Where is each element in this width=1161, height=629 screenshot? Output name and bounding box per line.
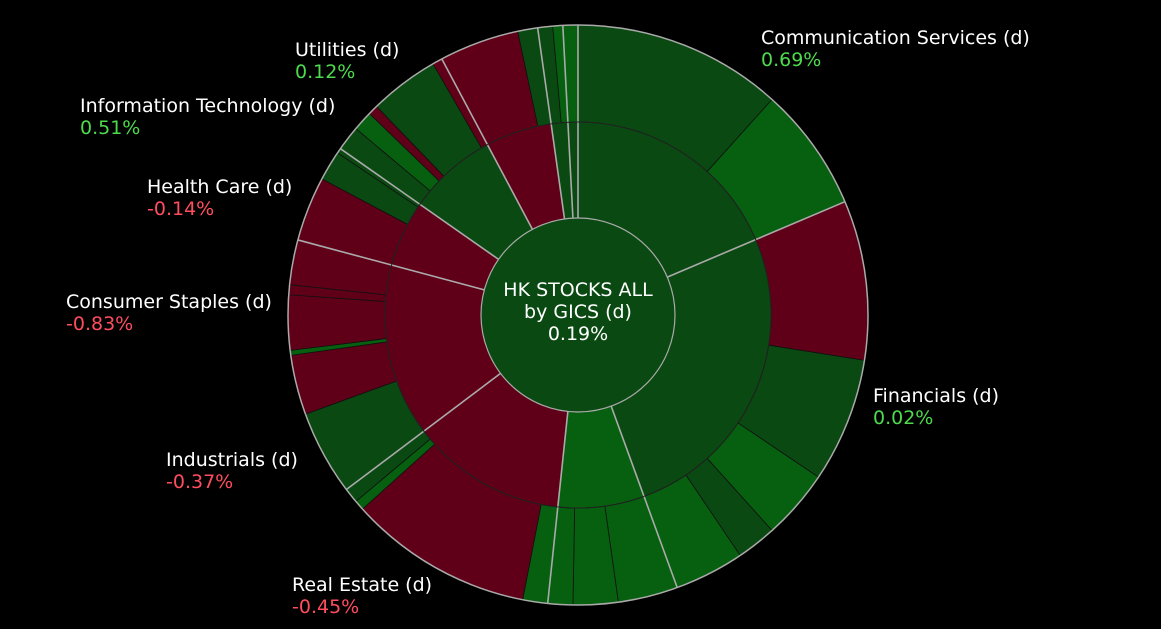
sector-name: Information Technology (d): [80, 95, 336, 117]
ring-divider: [384, 121, 772, 509]
sector-label-financials[interactable]: Financials (d) 0.02%: [873, 385, 999, 429]
sector-name: Real Estate (d): [292, 574, 433, 596]
sector-divider: [345, 372, 502, 491]
sector-label-health-care[interactable]: Health Care (d) -0.14%: [147, 176, 292, 220]
sector-label-information-technology[interactable]: Information Technology (d) 0.51%: [80, 95, 335, 139]
sector-value: -0.83%: [66, 313, 134, 335]
sector-label-utilities[interactable]: Utilities (d) 0.12%: [295, 39, 399, 83]
sector-value: -0.14%: [147, 198, 215, 220]
center-disc[interactable]: [480, 217, 676, 413]
center-subtitle: by GICS (d): [524, 301, 632, 323]
sector-name: Health Care (d): [147, 176, 293, 198]
sector-name: Communication Services (d): [761, 27, 1030, 49]
sector-divider: [441, 58, 534, 230]
sector-label-industrials[interactable]: Industrials (d) -0.37%: [166, 449, 298, 493]
sector-label-real-estate[interactable]: Real Estate (d) -0.45%: [292, 574, 432, 618]
sector-value: 0.02%: [873, 407, 934, 429]
center-label: HK STOCKS ALL by GICS (d) 0.19%: [478, 279, 678, 345]
sector-name: Consumer Staples (d): [66, 291, 272, 313]
sector-name: Industrials (d): [166, 449, 298, 471]
sector-value: -0.37%: [166, 471, 234, 493]
sector-divider: [546, 411, 569, 604]
center-title: HK STOCKS ALL: [503, 279, 653, 301]
sector-value: 0.51%: [80, 117, 141, 139]
sector-name: Utilities (d): [295, 39, 400, 61]
center-value: 0.19%: [547, 323, 609, 345]
sector-name: Financials (d): [873, 385, 1000, 407]
sector-label-consumer-staples[interactable]: Consumer Staples (d) -0.83%: [66, 291, 272, 335]
sector-label-communication-services[interactable]: Communication Services (d) 0.69%: [761, 27, 1030, 71]
outer-border: [287, 24, 869, 606]
sector-value: 0.69%: [761, 49, 822, 71]
sector-value: -0.45%: [292, 596, 360, 618]
sector-value: 0.12%: [295, 61, 356, 83]
